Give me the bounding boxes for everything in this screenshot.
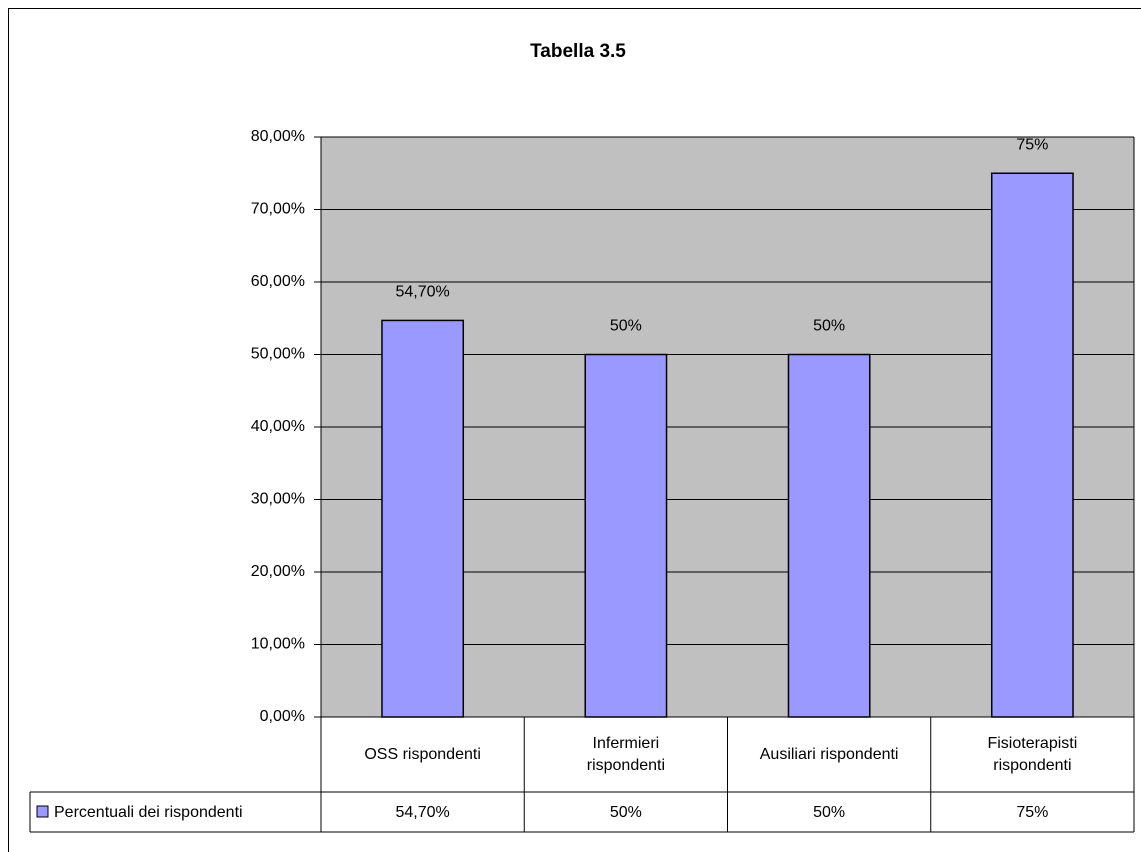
y-tick-label: 20,00% — [251, 563, 305, 580]
table-value: 75% — [1016, 804, 1048, 821]
legend-swatch — [36, 805, 49, 818]
y-tick-label: 30,00% — [251, 491, 305, 508]
bar — [584, 353, 668, 718]
data-label: 50% — [813, 318, 845, 335]
data-label: 75% — [1016, 136, 1048, 153]
chart-title: Tabella 3.5 — [530, 41, 626, 62]
x-tick-label: OSS rispondenti — [364, 745, 481, 763]
data-label: 54,70% — [395, 284, 449, 301]
table-value: 50% — [610, 804, 642, 821]
x-tick-label-box: Ausiliari rispondenti — [728, 717, 931, 792]
bar — [990, 172, 1074, 718]
y-tick-label: 70,00% — [251, 201, 305, 218]
x-tick-cell: Infermieri rispondenti — [524, 717, 727, 792]
x-tick-cell: Ausiliari rispondenti — [728, 717, 931, 792]
y-tick-label: 60,00% — [251, 273, 305, 290]
x-tick-label-box: Fisioterapisti rispondenti — [931, 717, 1134, 792]
x-tick-label: Infermieri rispondenti — [586, 734, 666, 774]
x-tick-label: Fisioterapisti rispondenti — [987, 734, 1078, 774]
x-tick-label-box: OSS rispondenti — [321, 717, 524, 792]
y-tick-label: 0,00% — [260, 708, 305, 725]
bar — [787, 353, 871, 718]
legend-label: Percentuali dei rispondenti — [54, 804, 243, 821]
table-value: 50% — [813, 804, 845, 821]
data-label: 50% — [610, 318, 642, 335]
table-value: 54,70% — [395, 804, 449, 821]
x-tick-label: Ausiliari rispondenti — [759, 745, 899, 763]
bar — [381, 319, 465, 718]
x-tick-label-box: Infermieri rispondenti — [524, 717, 727, 792]
y-tick-label: 80,00% — [251, 128, 305, 145]
y-tick-label: 50,00% — [251, 346, 305, 363]
y-tick-label: 10,00% — [251, 636, 305, 653]
x-tick-cell: Fisioterapisti rispondenti — [931, 717, 1134, 792]
y-tick-label: 40,00% — [251, 418, 305, 435]
x-tick-cell: OSS rispondenti — [321, 717, 524, 792]
